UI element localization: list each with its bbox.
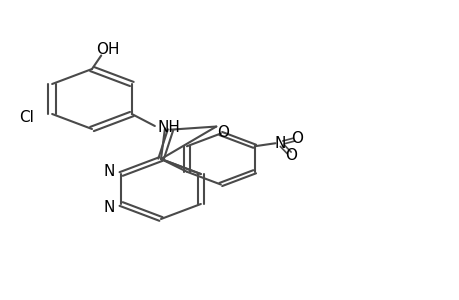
Text: N: N xyxy=(104,164,115,178)
Text: N: N xyxy=(104,200,115,214)
Text: NH: NH xyxy=(157,120,179,135)
Text: O: O xyxy=(217,125,229,140)
Text: N: N xyxy=(274,136,285,151)
Text: OH: OH xyxy=(96,42,120,57)
Text: O: O xyxy=(291,131,303,146)
Text: O: O xyxy=(285,148,297,163)
Text: Cl: Cl xyxy=(19,110,34,124)
